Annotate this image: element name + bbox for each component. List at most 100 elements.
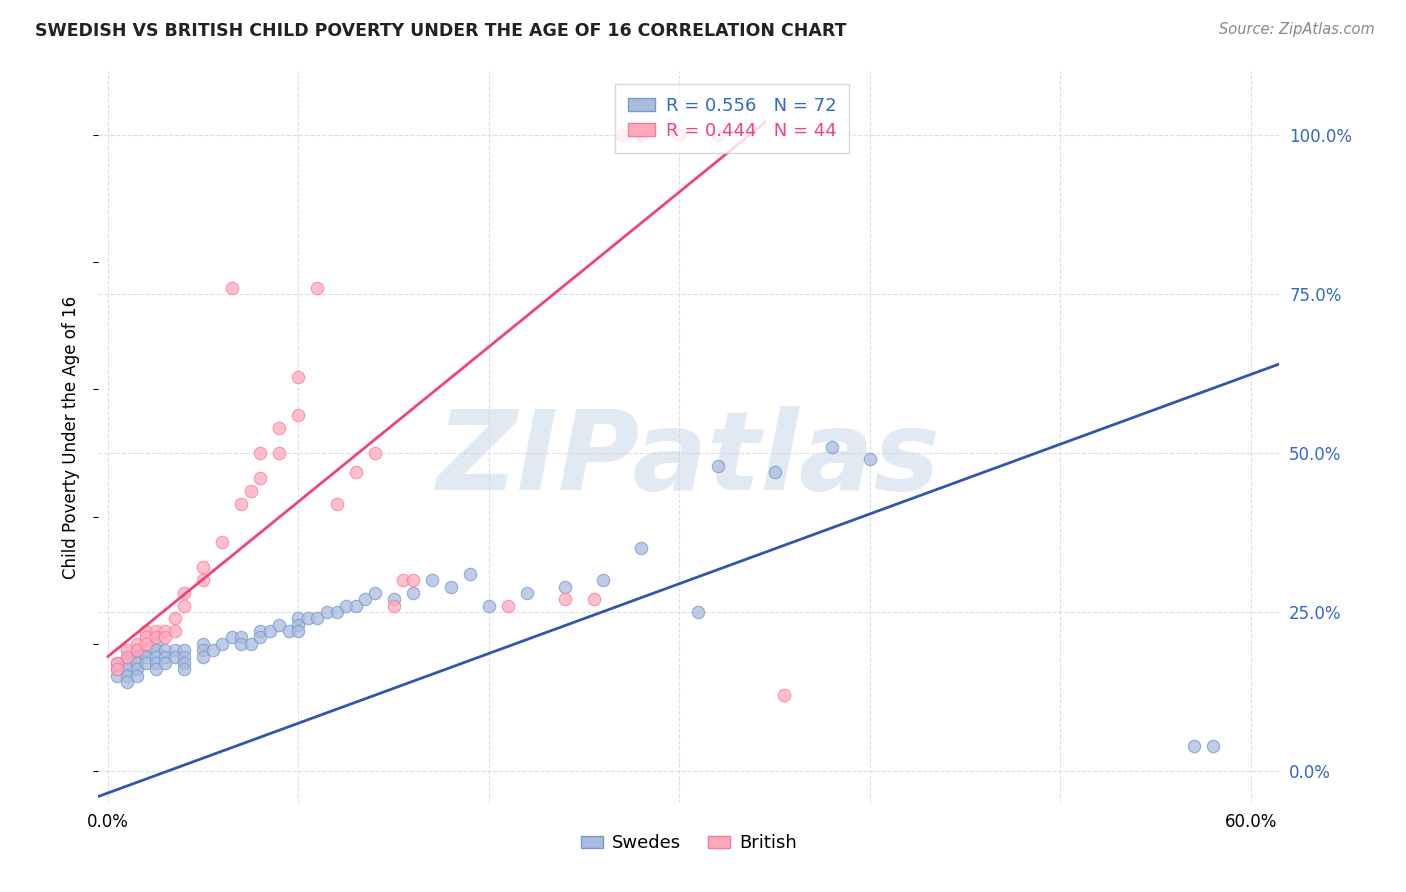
Point <box>193 573 215 587</box>
Point <box>277 624 299 638</box>
Point <box>107 662 129 676</box>
Point <box>163 624 186 638</box>
Point <box>125 637 148 651</box>
Point <box>231 631 253 645</box>
Point <box>125 643 148 657</box>
Point <box>163 611 186 625</box>
Point <box>706 128 728 142</box>
Point <box>115 662 138 676</box>
Point <box>145 656 167 670</box>
Point <box>153 631 176 645</box>
Y-axis label: Child Poverty Under the Age of 16: Child Poverty Under the Age of 16 <box>62 295 80 579</box>
Point <box>145 649 167 664</box>
Point <box>859 452 882 467</box>
Point <box>231 497 253 511</box>
Point <box>249 624 271 638</box>
Point <box>173 586 195 600</box>
Point <box>107 668 129 682</box>
Text: SWEDISH VS BRITISH CHILD POVERTY UNDER THE AGE OF 16 CORRELATION CHART: SWEDISH VS BRITISH CHILD POVERTY UNDER T… <box>35 22 846 40</box>
Point <box>325 605 347 619</box>
Point <box>115 649 138 664</box>
Point <box>173 662 195 676</box>
Point <box>239 484 262 499</box>
Point <box>1182 739 1205 753</box>
Point <box>307 280 329 294</box>
Point <box>773 688 796 702</box>
Point <box>201 643 224 657</box>
Point <box>269 420 291 434</box>
Point <box>249 446 271 460</box>
Point <box>125 662 148 676</box>
Point <box>612 128 634 142</box>
Point <box>145 637 167 651</box>
Point <box>145 662 167 676</box>
Point <box>344 599 367 613</box>
Text: Source: ZipAtlas.com: Source: ZipAtlas.com <box>1219 22 1375 37</box>
Point <box>115 675 138 690</box>
Point <box>516 586 538 600</box>
Point <box>249 631 271 645</box>
Point <box>173 599 195 613</box>
Point <box>193 643 215 657</box>
Point <box>440 580 463 594</box>
Point <box>706 458 728 473</box>
Point <box>287 611 309 625</box>
Point <box>135 631 157 645</box>
Point <box>287 408 309 422</box>
Point <box>115 656 138 670</box>
Point <box>239 637 262 651</box>
Point <box>193 649 215 664</box>
Point <box>163 649 186 664</box>
Point <box>287 617 309 632</box>
Point <box>153 643 176 657</box>
Point <box>173 643 195 657</box>
Point <box>269 446 291 460</box>
Point <box>363 446 385 460</box>
Point <box>269 617 291 632</box>
Point <box>145 631 167 645</box>
Point <box>125 668 148 682</box>
Point <box>145 624 167 638</box>
Point <box>335 599 357 613</box>
Point <box>344 465 367 479</box>
Point <box>259 624 281 638</box>
Text: ZIPatlas: ZIPatlas <box>437 406 941 513</box>
Point <box>135 656 157 670</box>
Point <box>193 637 215 651</box>
Point <box>145 643 167 657</box>
Point <box>402 573 425 587</box>
Point <box>458 566 481 581</box>
Point <box>1202 739 1225 753</box>
Point <box>173 656 195 670</box>
Legend: Swedes, British: Swedes, British <box>574 827 804 860</box>
Point <box>115 668 138 682</box>
Point <box>316 605 339 619</box>
Point <box>688 605 710 619</box>
Point <box>135 624 157 638</box>
Point <box>211 535 233 549</box>
Point <box>630 128 652 142</box>
Point <box>821 440 844 454</box>
Point <box>193 560 215 574</box>
Point <box>763 465 786 479</box>
Point <box>297 611 319 625</box>
Point <box>107 662 129 676</box>
Point <box>125 649 148 664</box>
Point <box>287 624 309 638</box>
Point <box>496 599 519 613</box>
Point <box>668 128 690 142</box>
Point <box>592 573 614 587</box>
Point <box>630 541 652 556</box>
Point <box>402 586 425 600</box>
Point <box>115 643 138 657</box>
Point <box>211 637 233 651</box>
Point <box>221 631 243 645</box>
Point <box>153 624 176 638</box>
Point <box>135 643 157 657</box>
Point <box>382 599 405 613</box>
Point <box>420 573 443 587</box>
Point <box>135 649 157 664</box>
Point <box>554 580 576 594</box>
Point <box>354 592 377 607</box>
Point <box>107 656 129 670</box>
